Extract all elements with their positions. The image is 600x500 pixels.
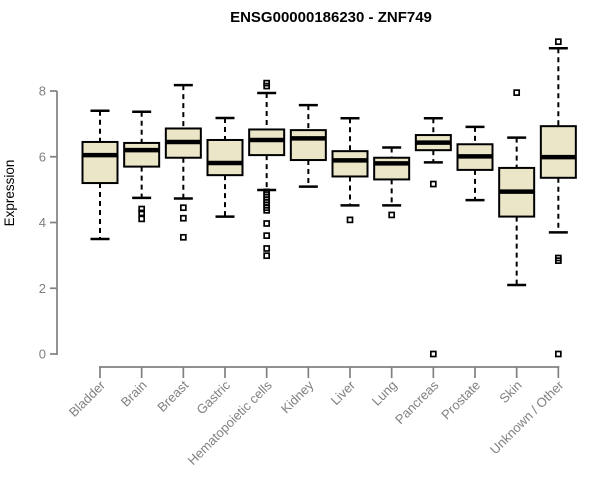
outlier-point xyxy=(263,245,271,252)
outlier-point xyxy=(179,214,187,222)
box-kidney xyxy=(289,103,327,188)
box-liver xyxy=(331,117,369,224)
x-tick-label: Gastric xyxy=(193,377,233,417)
iqr-box xyxy=(373,156,411,181)
outlier-point xyxy=(138,209,146,217)
y-tick-label: 2 xyxy=(39,281,46,296)
iqr-box xyxy=(123,141,161,168)
iqr-box xyxy=(206,138,244,177)
outlier-point xyxy=(429,180,437,188)
y-tick-label: 0 xyxy=(39,347,46,362)
box-breast xyxy=(164,83,202,241)
x-tick-label: Breast xyxy=(154,377,191,414)
outlier-point xyxy=(138,215,146,223)
y-axis: 0 2 4 6 8 xyxy=(39,84,58,362)
box-brain xyxy=(123,110,161,223)
outlier-point xyxy=(179,204,187,212)
iqr-box xyxy=(81,140,119,185)
outlier-point xyxy=(388,211,396,219)
iqr-box xyxy=(539,125,577,179)
x-tick-label: Brain xyxy=(118,378,150,410)
x-tick-label: Kidney xyxy=(278,377,317,416)
box-prostate xyxy=(456,125,494,202)
outlier-point xyxy=(179,233,187,241)
y-tick-label: 6 xyxy=(39,149,46,164)
box-bladder xyxy=(81,109,119,241)
iqr-box xyxy=(248,128,286,157)
x-tick-label: Unknown / Other xyxy=(487,377,567,457)
x-tick-label: Liver xyxy=(328,377,359,408)
outlier-point xyxy=(554,38,562,46)
outlier-point xyxy=(554,257,562,264)
outlier-point xyxy=(429,350,437,358)
box-unknown-other xyxy=(539,38,577,358)
x-tick-label: Prostate xyxy=(438,378,483,423)
x-tick-label: Lung xyxy=(369,378,400,409)
outlier-point xyxy=(263,252,271,260)
outlier-point xyxy=(263,206,271,214)
box-skin xyxy=(498,89,536,287)
chart-title: ENSG00000186230 - ZNF749 xyxy=(230,9,432,26)
box-pancreas xyxy=(414,117,452,358)
iqr-box xyxy=(289,129,327,162)
iqr-box xyxy=(331,150,369,178)
y-axis-label: Expression xyxy=(2,160,17,227)
box-series xyxy=(81,38,577,358)
box-lung xyxy=(373,146,411,219)
y-tick-label: 4 xyxy=(39,215,46,230)
outlier-point xyxy=(263,232,271,239)
x-tick-label: Pancreas xyxy=(392,377,442,427)
outlier-point xyxy=(138,205,146,213)
box-hematopoietic-cells xyxy=(248,79,286,260)
box-gastric xyxy=(206,116,244,218)
outlier-point xyxy=(263,82,271,90)
y-tick-label: 8 xyxy=(39,84,46,99)
outlier-point xyxy=(263,220,271,227)
outlier-point xyxy=(554,350,562,358)
outlier-point xyxy=(513,89,521,96)
x-tick-label: Bladder xyxy=(66,377,109,420)
x-tick-label: Skin xyxy=(496,378,524,406)
outlier-point xyxy=(346,216,354,224)
